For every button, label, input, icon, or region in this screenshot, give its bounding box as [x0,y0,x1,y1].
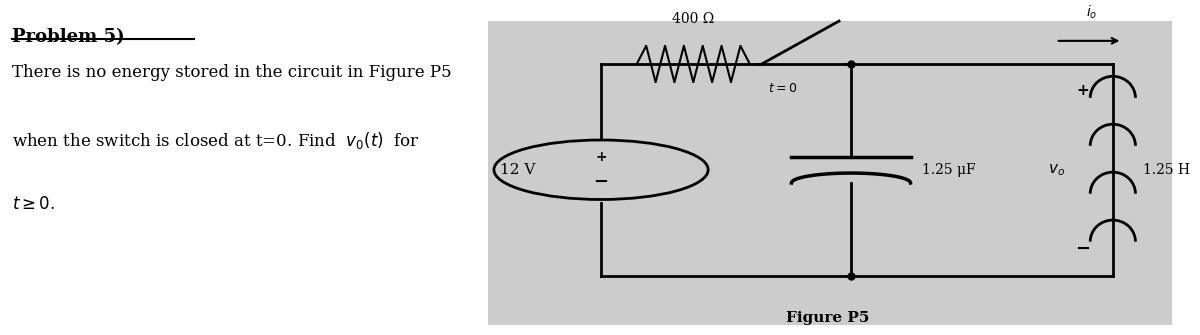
Text: $i_o$: $i_o$ [1086,4,1097,21]
Text: Figure P5: Figure P5 [786,311,869,325]
Text: +: + [595,150,607,164]
Text: −: − [594,173,608,191]
Text: There is no energy stored in the circuit in Figure P5: There is no energy stored in the circuit… [12,64,451,81]
Text: Problem 5): Problem 5) [12,27,125,46]
Text: −: − [1075,240,1091,258]
FancyBboxPatch shape [488,21,1172,325]
Text: 12 V: 12 V [500,163,535,177]
Text: $t \geq 0$.: $t \geq 0$. [12,196,55,213]
Text: when the switch is closed at t=0. Find  $v_0(t)$  for: when the switch is closed at t=0. Find $… [12,130,420,151]
Text: 1.25 μF: 1.25 μF [923,163,976,177]
Text: +: + [1076,83,1090,98]
Text: $t = 0$: $t = 0$ [768,82,797,95]
Circle shape [494,140,708,200]
Text: 1.25 H: 1.25 H [1142,163,1189,177]
Text: 400 Ω: 400 Ω [672,12,714,26]
Text: $v_o$: $v_o$ [1048,162,1066,178]
